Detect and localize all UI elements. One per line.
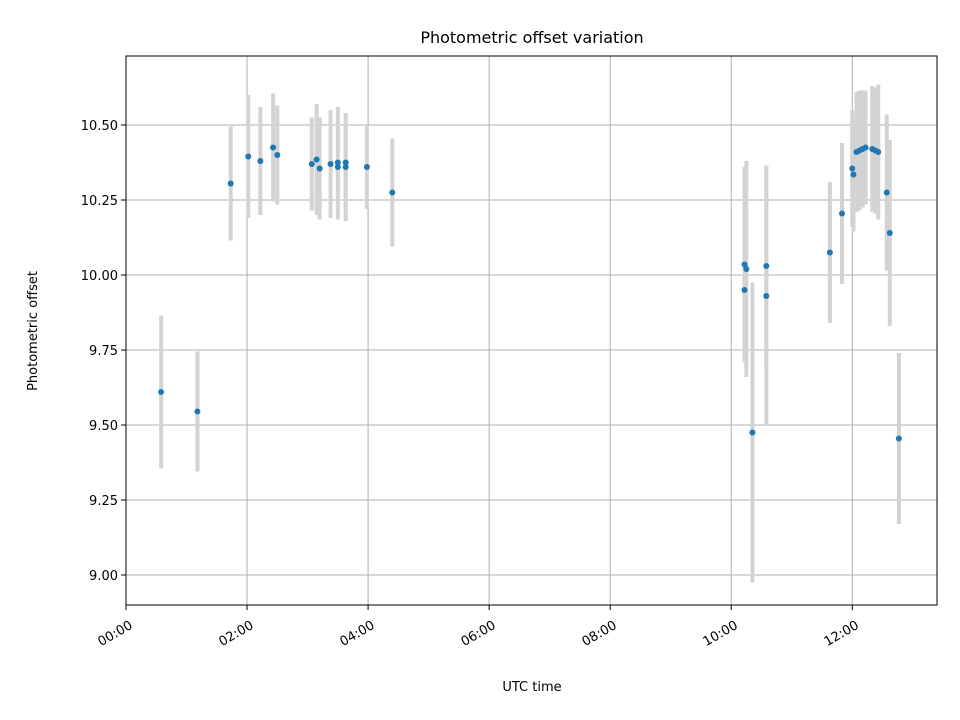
data-point [245, 153, 252, 160]
data-point [763, 263, 770, 269]
data-point [313, 156, 320, 163]
data-point [316, 165, 323, 172]
data-point [741, 261, 748, 268]
y-tick-label: 9.25 [89, 494, 118, 509]
grid-layer [125, 56, 937, 605]
x-tick-label: 00:00 [95, 618, 135, 650]
data-point [862, 144, 869, 151]
data-point [763, 293, 770, 299]
data-point [194, 408, 201, 415]
data-point [270, 144, 277, 151]
x-tick-label: 12:00 [822, 618, 862, 650]
y-tick-label: 10.25 [81, 194, 118, 209]
data-point [327, 161, 334, 167]
data-point [886, 230, 893, 236]
x-tick-layer: 00:00 02:00 04:00 06:00 08:00 10:00 12:00 [95, 605, 862, 650]
data-point [308, 161, 315, 167]
chart-title: Photometric offset variation [420, 28, 643, 47]
errorbar-layer [159, 84, 901, 583]
y-axis-label: Photometric offset [26, 271, 41, 391]
data-point [838, 210, 845, 217]
data-point [741, 287, 748, 293]
y-tick-layer: 9.00 9.25 9.50 9.75 10.00 10.25 10.50 [81, 119, 126, 584]
plot-frame [125, 55, 938, 606]
data-point [334, 159, 341, 166]
data-point [334, 164, 341, 170]
y-tick-label: 9.50 [89, 419, 118, 434]
data-point [257, 158, 264, 164]
data-point [342, 164, 349, 170]
data-point [895, 435, 902, 442]
y-tick-label: 10.50 [81, 119, 118, 134]
data-point [749, 429, 756, 436]
data-point [158, 389, 165, 395]
y-tick-label: 9.75 [89, 344, 118, 359]
data-point [826, 249, 833, 256]
x-tick-label: 04:00 [338, 618, 378, 650]
x-tick-label: 06:00 [459, 618, 499, 650]
y-tick-label: 9.00 [89, 569, 118, 584]
data-point [850, 171, 857, 178]
x-tick-label: 08:00 [580, 618, 620, 650]
y-tick-label: 10.00 [81, 269, 118, 284]
data-point [227, 180, 234, 187]
data-point [274, 152, 281, 158]
data-point [743, 266, 750, 272]
x-tick-label: 10:00 [701, 618, 741, 650]
x-tick-label: 02:00 [216, 618, 256, 650]
point-layer [158, 144, 902, 442]
data-point [363, 164, 370, 170]
data-point [875, 149, 882, 155]
data-point [849, 165, 856, 172]
data-point [342, 159, 349, 166]
data-point [883, 189, 890, 196]
x-axis-label: UTC time [502, 680, 561, 695]
data-point [389, 189, 396, 196]
